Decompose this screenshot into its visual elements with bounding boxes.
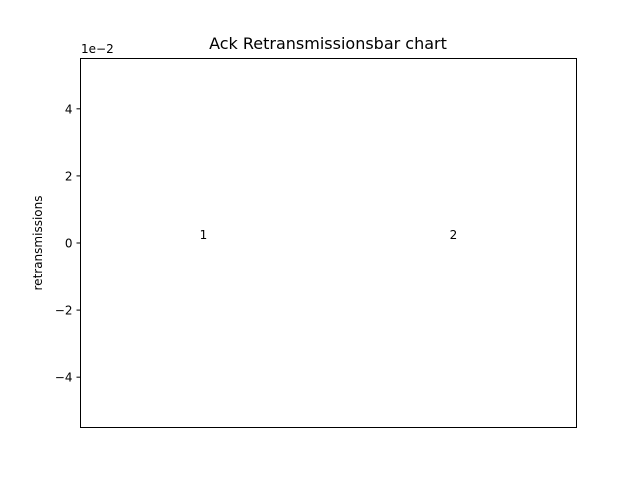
y-tick-label: −4 xyxy=(55,371,73,385)
y-tick-label: 4 xyxy=(65,102,73,116)
y-tick-label: 2 xyxy=(65,169,73,183)
data-label-1: 1 xyxy=(200,228,208,242)
data-label-2: 2 xyxy=(450,228,458,242)
y-axis-label: retransmissions xyxy=(31,196,45,291)
plot-frame xyxy=(80,58,577,428)
y-tick-label: 0 xyxy=(65,237,73,251)
y-ticks: −4 −2 0 2 4 xyxy=(55,102,81,385)
y-tick-label: −2 xyxy=(55,304,73,318)
y-scale-label: 1e−2 xyxy=(81,42,114,56)
chart-title: Ack Retransmissionsbar chart xyxy=(209,34,447,53)
